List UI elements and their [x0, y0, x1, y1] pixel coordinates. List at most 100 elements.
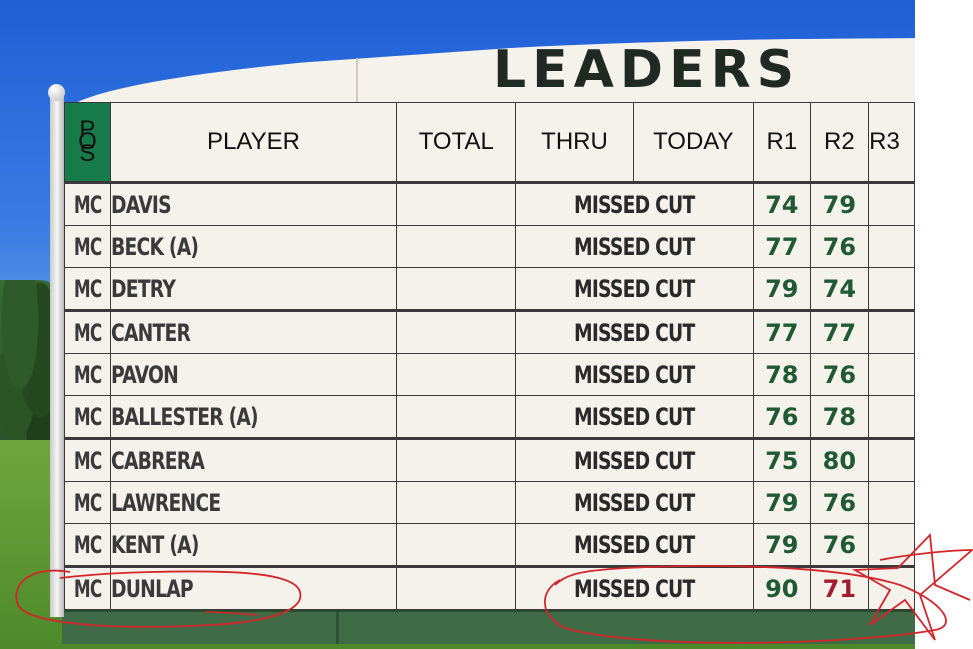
header-r1: R1 [752, 102, 811, 184]
status-cell: MISSED CUT [515, 182, 754, 226]
status-text: MISSED CUT [574, 274, 695, 303]
player-cell: CABRERA [109, 438, 398, 482]
player-cell: DUNLAP [109, 566, 398, 610]
pos-cell: MC [64, 481, 111, 524]
total-cell [396, 225, 517, 268]
status-text: MISSED CUT [574, 360, 695, 389]
pos-value: MC [73, 274, 102, 303]
pos-value: MC [73, 530, 102, 559]
player-name: KENT (A) [110, 530, 199, 559]
total-cell [396, 481, 517, 524]
r2-cell: 76 [809, 353, 870, 396]
player-cell: LAWRENCE [109, 481, 398, 524]
status-text: MISSED CUT [574, 574, 695, 603]
status-cell: MISSED CUT [515, 353, 754, 396]
r2-cell: 74 [809, 267, 870, 312]
r3-cell [868, 566, 915, 610]
pos-cell: MC [64, 353, 111, 396]
pos-cell: MC [64, 523, 111, 568]
r1-cell: 77 [752, 225, 811, 268]
r1-cell: 79 [752, 481, 811, 524]
r2-cell: 71 [809, 566, 870, 610]
pos-value: MC [73, 190, 102, 219]
header-r2: R2 [809, 102, 870, 184]
r3-cell [868, 395, 915, 440]
status-cell: MISSED CUT [515, 395, 754, 440]
r2-cell: 78 [809, 395, 870, 440]
table-row: MC DAVIS MISSED CUT 74 79 [64, 182, 915, 226]
player-cell: PAVON [109, 353, 398, 396]
table-row: MC CANTER MISSED CUT 77 77 [64, 310, 915, 354]
arch-divider [356, 58, 358, 104]
status-text: MISSED CUT [574, 232, 695, 261]
table-row: MC DUNLAP MISSED CUT 90 71 [64, 566, 915, 610]
status-cell: MISSED CUT [515, 481, 754, 524]
player-name: LAWRENCE [110, 488, 221, 517]
r2-cell: 76 [809, 481, 870, 524]
pos-cell: MC [64, 310, 111, 354]
table-row: MC BECK (A) MISSED CUT 77 76 [64, 225, 915, 268]
pos-value: MC [73, 232, 102, 261]
header-thru: THRU [515, 102, 634, 184]
player-cell: CANTER [109, 310, 398, 354]
r1-cell: 77 [752, 310, 811, 354]
header-r3: R3 [868, 102, 915, 184]
r3-cell [868, 182, 915, 226]
status-text: MISSED CUT [574, 488, 695, 517]
r2-cell: 77 [809, 310, 870, 354]
pos-cell: MC [64, 395, 111, 440]
header-today: TODAY [632, 102, 754, 184]
r1-cell: 78 [752, 353, 811, 396]
pos-cell: MC [64, 182, 111, 226]
flag-pole [50, 92, 64, 617]
status-text: MISSED CUT [574, 318, 695, 347]
pos-cell: MC [64, 438, 111, 482]
r1-cell: 74 [752, 182, 811, 226]
total-cell [396, 438, 517, 482]
r3-cell [868, 267, 915, 312]
player-name: CANTER [110, 318, 191, 347]
r3-cell [868, 225, 915, 268]
r1-cell: 90 [752, 566, 811, 610]
player-name: BECK (A) [110, 232, 199, 261]
board-base [62, 610, 915, 644]
r3-cell [868, 353, 915, 396]
pos-cell: MC [64, 225, 111, 268]
status-cell: MISSED CUT [515, 267, 754, 312]
total-cell [396, 267, 517, 312]
board-title: LEADERS [493, 40, 801, 100]
pos-value: MC [73, 574, 102, 603]
pos-cell: MC [64, 267, 111, 312]
pos-value: MC [73, 446, 102, 475]
status-cell: MISSED CUT [515, 310, 754, 354]
status-cell: MISSED CUT [515, 438, 754, 482]
table-row: MC DETRY MISSED CUT 79 74 [64, 267, 915, 312]
total-cell [396, 310, 517, 354]
pole-finial [48, 84, 65, 101]
status-text: MISSED CUT [574, 530, 695, 559]
total-cell [396, 523, 517, 568]
r2-cell: 76 [809, 523, 870, 568]
pos-value: MC [73, 402, 102, 431]
player-name: CABRERA [110, 446, 204, 475]
player-name: DETRY [110, 274, 175, 303]
status-cell: MISSED CUT [515, 225, 754, 268]
r3-cell [868, 523, 915, 568]
r2-cell: 79 [809, 182, 870, 226]
status-text: MISSED CUT [574, 190, 695, 219]
status-cell: MISSED CUT [515, 523, 754, 568]
status-cell: MISSED CUT [515, 566, 754, 610]
total-cell [396, 182, 517, 226]
table-row: MC CABRERA MISSED CUT 75 80 [64, 438, 915, 482]
player-cell: BECK (A) [109, 225, 398, 268]
status-text: MISSED CUT [574, 402, 695, 431]
pos-value: MC [73, 360, 102, 389]
r3-cell [868, 438, 915, 482]
table-row: MC PAVON MISSED CUT 78 76 [64, 353, 915, 396]
pos-value: MC [73, 318, 102, 347]
